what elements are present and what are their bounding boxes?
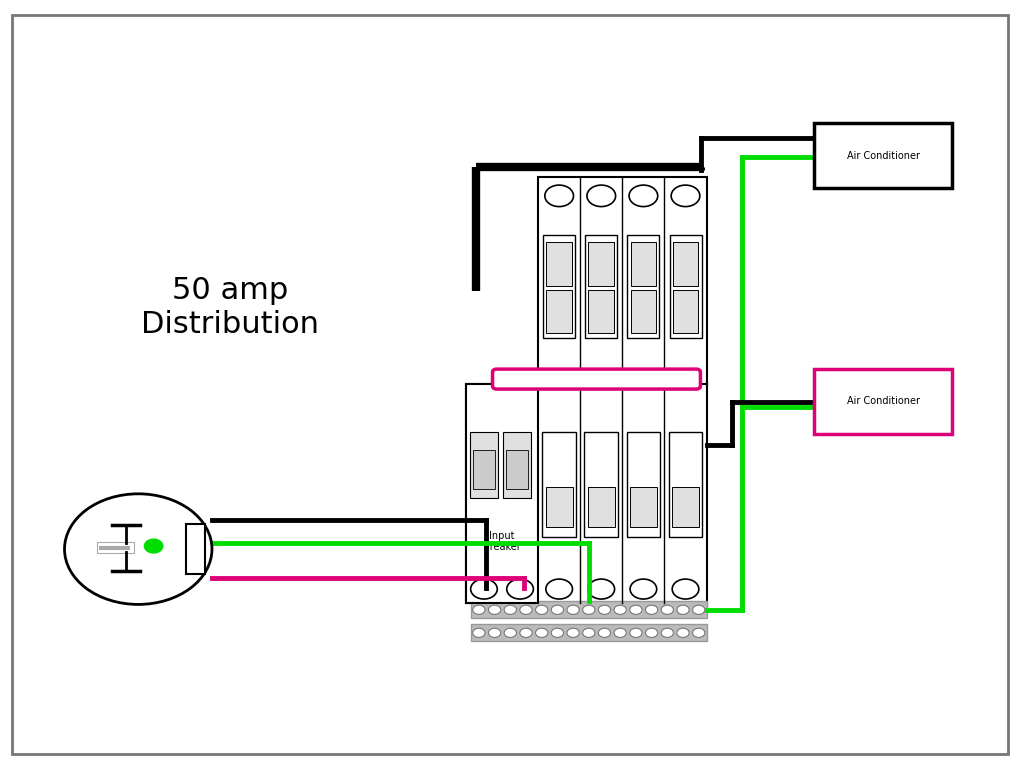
FancyBboxPatch shape <box>506 450 528 489</box>
Circle shape <box>520 605 532 614</box>
Circle shape <box>507 579 534 599</box>
Circle shape <box>645 605 657 614</box>
Circle shape <box>504 605 516 614</box>
Circle shape <box>630 628 642 637</box>
Circle shape <box>567 628 580 637</box>
FancyBboxPatch shape <box>466 384 707 603</box>
Circle shape <box>587 185 615 207</box>
FancyBboxPatch shape <box>12 15 1008 754</box>
FancyBboxPatch shape <box>814 123 952 188</box>
FancyBboxPatch shape <box>504 432 530 498</box>
Circle shape <box>614 628 627 637</box>
FancyBboxPatch shape <box>543 432 577 538</box>
Circle shape <box>545 185 573 207</box>
FancyBboxPatch shape <box>630 487 656 527</box>
Circle shape <box>662 628 674 637</box>
FancyBboxPatch shape <box>631 290 656 333</box>
FancyBboxPatch shape <box>493 369 700 389</box>
Circle shape <box>645 628 657 637</box>
Circle shape <box>598 605 610 614</box>
Circle shape <box>488 605 501 614</box>
FancyBboxPatch shape <box>589 290 614 333</box>
FancyBboxPatch shape <box>546 487 572 527</box>
FancyBboxPatch shape <box>672 487 699 527</box>
FancyBboxPatch shape <box>470 432 498 498</box>
FancyBboxPatch shape <box>547 290 572 333</box>
Circle shape <box>672 579 698 599</box>
FancyBboxPatch shape <box>466 384 539 603</box>
Circle shape <box>614 605 627 614</box>
Circle shape <box>536 605 548 614</box>
FancyBboxPatch shape <box>814 369 952 434</box>
Circle shape <box>551 605 563 614</box>
FancyBboxPatch shape <box>588 487 614 527</box>
FancyBboxPatch shape <box>471 601 707 618</box>
Circle shape <box>630 579 656 599</box>
Circle shape <box>588 579 614 599</box>
Circle shape <box>488 628 501 637</box>
Circle shape <box>692 628 705 637</box>
Circle shape <box>629 185 657 207</box>
FancyBboxPatch shape <box>669 432 702 538</box>
Circle shape <box>504 628 516 637</box>
Circle shape <box>536 628 548 637</box>
Circle shape <box>473 605 485 614</box>
Circle shape <box>662 605 674 614</box>
Circle shape <box>583 605 595 614</box>
FancyBboxPatch shape <box>631 242 656 286</box>
Circle shape <box>583 628 595 637</box>
FancyBboxPatch shape <box>673 290 698 333</box>
Circle shape <box>630 605 642 614</box>
FancyBboxPatch shape <box>473 450 495 489</box>
Circle shape <box>551 628 563 637</box>
FancyBboxPatch shape <box>547 242 572 286</box>
Text: Air Conditioner: Air Conditioner <box>847 151 920 161</box>
FancyBboxPatch shape <box>97 542 134 553</box>
FancyBboxPatch shape <box>589 242 614 286</box>
FancyBboxPatch shape <box>628 235 659 339</box>
Text: 50 amp
Distribution: 50 amp Distribution <box>141 276 319 339</box>
Circle shape <box>520 628 532 637</box>
FancyBboxPatch shape <box>471 624 707 641</box>
Circle shape <box>567 605 580 614</box>
Circle shape <box>546 579 572 599</box>
Text: Air Conditioner: Air Conditioner <box>847 396 920 406</box>
Circle shape <box>598 628 610 637</box>
FancyBboxPatch shape <box>539 177 707 384</box>
Circle shape <box>671 185 699 207</box>
Circle shape <box>677 605 689 614</box>
Circle shape <box>471 579 498 599</box>
Circle shape <box>144 539 163 553</box>
Text: Input
Breaker: Input Breaker <box>483 531 521 552</box>
FancyBboxPatch shape <box>627 432 660 538</box>
FancyBboxPatch shape <box>543 235 575 339</box>
FancyBboxPatch shape <box>586 235 617 339</box>
Circle shape <box>65 494 212 604</box>
FancyBboxPatch shape <box>670 235 701 339</box>
FancyBboxPatch shape <box>585 432 618 538</box>
Circle shape <box>677 628 689 637</box>
Circle shape <box>473 628 485 637</box>
FancyBboxPatch shape <box>186 525 205 574</box>
FancyBboxPatch shape <box>673 242 698 286</box>
Circle shape <box>692 605 705 614</box>
